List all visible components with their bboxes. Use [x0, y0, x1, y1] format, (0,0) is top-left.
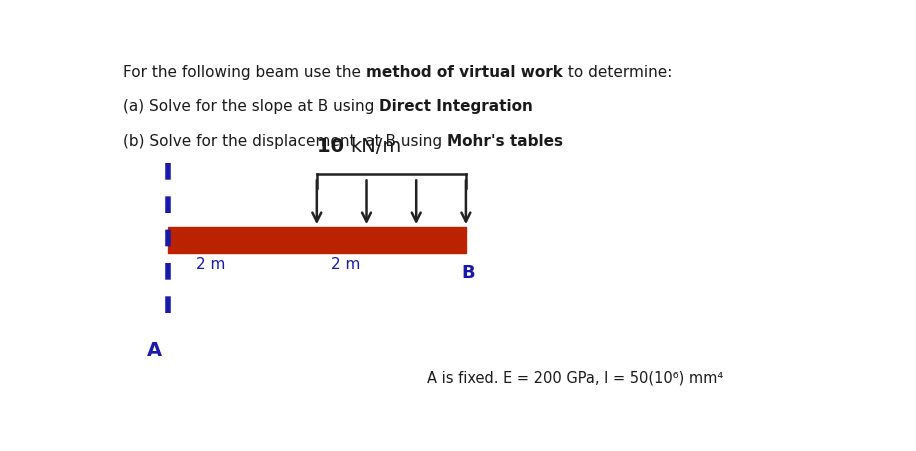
Text: A is fixed. E = 200 GPa, I = 50(10⁶) mm⁴: A is fixed. E = 200 GPa, I = 50(10⁶) mm⁴ — [427, 370, 723, 385]
Text: Mohr's tables: Mohr's tables — [447, 134, 563, 149]
Text: B: B — [461, 264, 474, 282]
Text: kN/m: kN/m — [351, 138, 402, 156]
Text: 10: 10 — [317, 138, 351, 156]
Text: 2 m: 2 m — [331, 257, 360, 272]
Bar — [168, 227, 466, 253]
Text: method of virtual work: method of virtual work — [365, 64, 562, 79]
Text: 2 m: 2 m — [196, 257, 225, 272]
Text: (b) Solve for the displacement  at B using: (b) Solve for the displacement at B usin… — [123, 134, 447, 149]
Text: Direct Integration: Direct Integration — [379, 99, 533, 114]
Text: (a) Solve for the slope at B using: (a) Solve for the slope at B using — [123, 99, 379, 114]
Text: For the following beam use the: For the following beam use the — [123, 64, 365, 79]
Text: A: A — [147, 341, 161, 359]
Text: to determine:: to determine: — [562, 64, 672, 79]
